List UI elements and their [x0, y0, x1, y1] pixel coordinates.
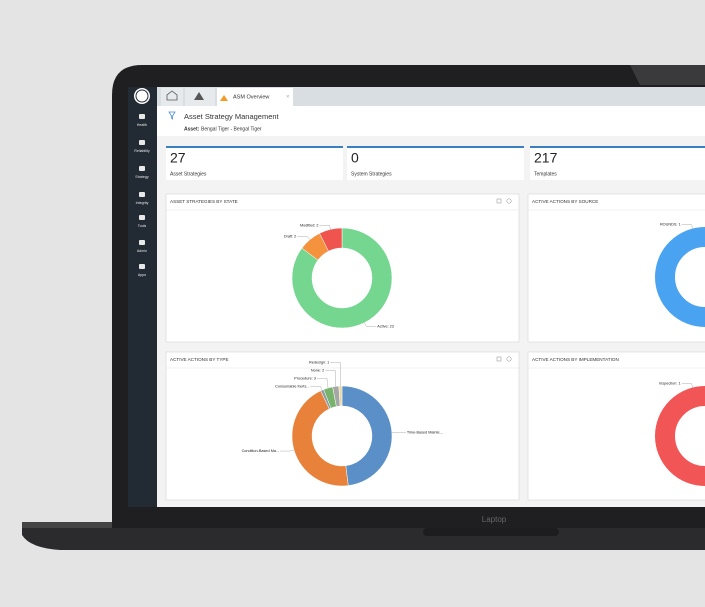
donut-segment	[655, 227, 705, 327]
panel-title: ACTIVE ACTIONS BY SOURCE	[532, 199, 598, 204]
tool-icon	[194, 92, 204, 100]
header	[157, 106, 705, 136]
card-accent	[347, 146, 524, 148]
data-label: None: 2	[311, 368, 324, 372]
asset-label: Asset:	[184, 126, 200, 132]
card[interactable]	[530, 146, 705, 180]
card[interactable]	[347, 146, 524, 180]
label-leader	[310, 386, 323, 391]
laptop-label: Laptop	[482, 515, 507, 524]
expand-icon[interactable]	[496, 356, 502, 362]
label-leader	[280, 449, 295, 452]
label-leader	[364, 322, 377, 327]
tab-title: ASM Overview	[233, 94, 269, 100]
card-value: 27	[170, 150, 186, 166]
card-accent	[166, 146, 343, 148]
tab-icon	[220, 95, 228, 101]
sidebar	[128, 87, 157, 507]
sidebar-label[interactable]: Tools	[138, 224, 147, 228]
data-label: Modified: 2	[300, 223, 319, 227]
label-leader	[297, 236, 311, 240]
panel-title: ACTIVE ACTIONS BY IMPLEMENTATION	[532, 357, 619, 362]
data-label: Consumable Kerts...	[275, 384, 309, 388]
logo-ring	[135, 89, 149, 103]
home-tab[interactable]	[161, 88, 183, 106]
sidebar-icon[interactable]	[139, 240, 145, 245]
card-accent	[530, 146, 705, 148]
donut-segment	[338, 385, 343, 407]
donut-segment	[319, 227, 343, 252]
donut-segment	[291, 227, 393, 329]
sidebar-icon[interactable]	[139, 192, 145, 197]
card-label: System Strategies	[351, 171, 392, 177]
active-tab[interactable]	[217, 88, 293, 106]
sidebar-label[interactable]: Health	[137, 123, 147, 127]
sidebar-icon[interactable]	[139, 264, 145, 269]
sidebar-label[interactable]: Integrity	[136, 201, 149, 205]
data-label: Inspection: 1	[659, 382, 681, 386]
data-label: Procedure: 3	[294, 376, 316, 380]
panel-title: ACTIVE ACTIONS BY TYPE	[170, 357, 229, 362]
donut-segment	[291, 390, 349, 487]
label-leader	[330, 362, 341, 387]
refresh-icon[interactable]	[506, 356, 512, 362]
label-leader	[681, 383, 693, 388]
sidebar-label[interactable]: Reliability	[134, 149, 150, 153]
sidebar-label[interactable]: Strategy	[135, 175, 149, 179]
screen: Health Reliability Strategy Integrity Tools A…	[128, 87, 705, 507]
card-label: Asset Strategies	[170, 171, 207, 177]
asset-name: Bengal Tiger - Bengal Tiger	[201, 126, 262, 132]
label-leader	[319, 225, 331, 230]
expand-icon[interactable]	[496, 198, 502, 204]
card-label: Templates	[534, 171, 557, 177]
page-title: Asset Strategy Management	[184, 112, 280, 121]
data-label: Redesign: 1	[309, 360, 329, 364]
donut-segment	[655, 386, 705, 486]
panels: ASSET STRATEGIES BY STATE Active: 23 Draft…	[165, 193, 705, 501]
data-label: Draft: 2	[284, 235, 296, 239]
card-value: 0	[351, 150, 359, 166]
donut-segment	[341, 385, 393, 486]
tab-close[interactable]: ×	[286, 95, 290, 101]
home-icon	[166, 90, 178, 101]
cards: 27 Asset Strategies 0 System Strategies 217 T…	[166, 146, 705, 180]
sidebar-icon[interactable]	[139, 114, 145, 119]
label-leader	[316, 378, 329, 389]
card-value: 217	[534, 150, 558, 166]
label-leader	[325, 370, 336, 387]
sidebar-icon[interactable]	[139, 215, 145, 220]
data-label: ROUNDS: 1	[660, 223, 681, 227]
sidebar-icon[interactable]	[139, 166, 145, 171]
tab-bar	[157, 87, 705, 106]
sidebar-label[interactable]: Apps	[138, 273, 146, 277]
data-label: Condition-Based Ma...	[242, 449, 280, 453]
laptop-notch	[423, 528, 559, 536]
filter-icon[interactable]	[168, 111, 176, 120]
bezel-reflection	[630, 65, 705, 85]
card[interactable]	[166, 146, 343, 180]
panel	[527, 193, 705, 343]
refresh-icon[interactable]	[506, 198, 512, 204]
panel-title: ASSET STRATEGIES BY STATE	[170, 199, 238, 204]
label-leader	[681, 224, 693, 229]
sidebar-label[interactable]: Admin	[137, 249, 147, 253]
sidebar-items: Health Reliability Strategy Integrity Tools A…	[134, 114, 150, 277]
data-label: Time-Based Mainte...	[407, 431, 443, 435]
data-label: Active: 23	[377, 324, 394, 328]
sidebar-icon[interactable]	[139, 140, 145, 145]
